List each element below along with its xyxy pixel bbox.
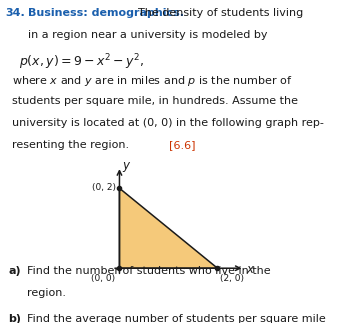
Text: [6.6]: [6.6] — [162, 140, 195, 150]
Text: b): b) — [9, 314, 21, 323]
Text: x: x — [246, 263, 253, 276]
Text: Find the number of students who live in the: Find the number of students who live in … — [27, 266, 271, 276]
Text: resenting the region.: resenting the region. — [12, 140, 129, 150]
Text: The density of students living: The density of students living — [131, 8, 303, 18]
Text: a): a) — [9, 266, 21, 276]
Polygon shape — [119, 188, 218, 268]
Text: (2, 0): (2, 0) — [220, 274, 244, 283]
Text: 34.: 34. — [5, 8, 25, 18]
Text: where $x$ and $y$ are in miles and $p$ is the number of: where $x$ and $y$ are in miles and $p$ i… — [12, 74, 293, 88]
Text: (0, 0): (0, 0) — [91, 274, 116, 283]
Text: $p(x, y) = 9 - x^2 - y^2,$: $p(x, y) = 9 - x^2 - y^2,$ — [19, 52, 144, 72]
Text: in a region near a university is modeled by: in a region near a university is modeled… — [28, 30, 268, 40]
Text: students per square mile, in hundreds. Assume the: students per square mile, in hundreds. A… — [12, 96, 298, 106]
Text: Find the average number of students per square mile: Find the average number of students per … — [27, 314, 326, 323]
Text: (0, 2): (0, 2) — [91, 183, 116, 192]
Text: Business: demographics.: Business: demographics. — [28, 8, 184, 18]
Text: region.: region. — [27, 288, 66, 298]
Text: university is located at (0, 0) in the following graph rep-: university is located at (0, 0) in the f… — [12, 118, 324, 128]
Text: y: y — [122, 159, 129, 172]
